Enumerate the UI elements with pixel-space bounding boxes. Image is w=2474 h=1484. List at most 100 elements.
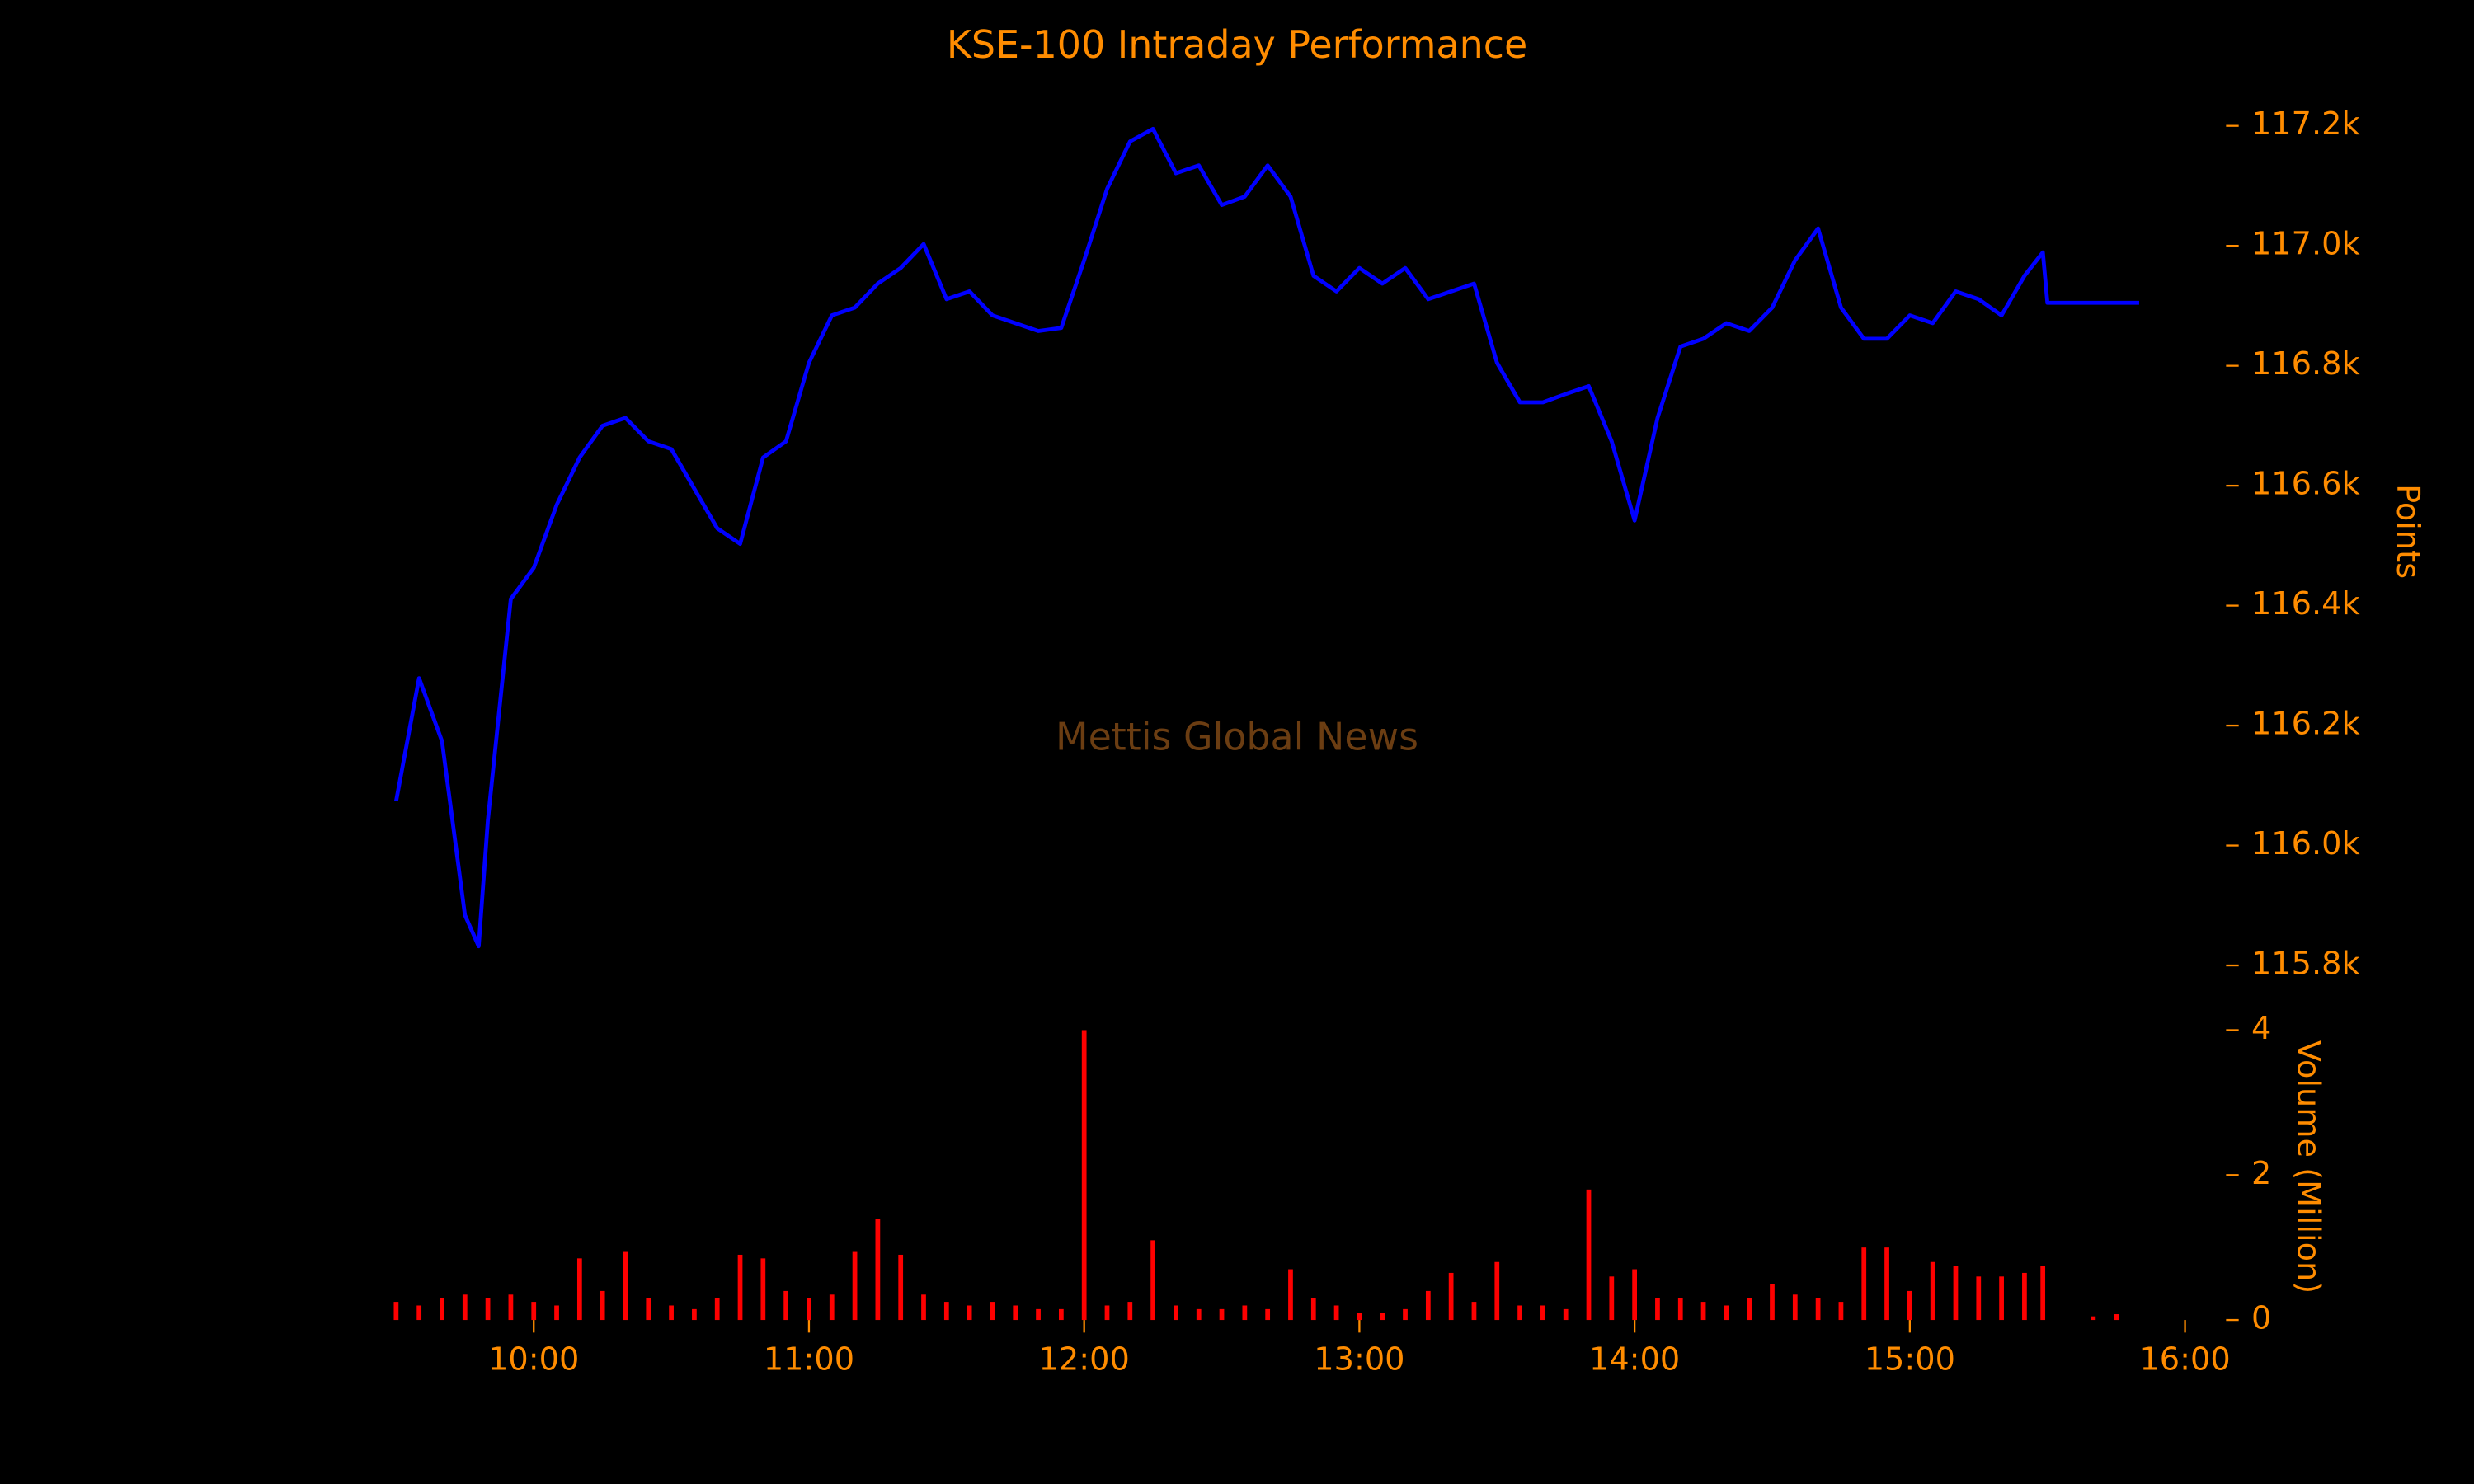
bar xyxy=(1953,1266,1959,1321)
bar xyxy=(1700,1302,1706,1321)
bar xyxy=(1058,1308,1064,1321)
bar xyxy=(898,1254,904,1321)
bar xyxy=(1150,1240,1155,1321)
x-tick-label: 13:00 xyxy=(1314,1341,1404,1378)
bar xyxy=(1655,1298,1660,1321)
y-tick-label: 116.0k xyxy=(2251,825,2361,862)
bar xyxy=(1494,1261,1500,1321)
bar xyxy=(1333,1305,1339,1321)
bar xyxy=(1288,1269,1293,1321)
bar xyxy=(1265,1308,1271,1321)
bar xyxy=(714,1298,720,1321)
bar xyxy=(1677,1298,1683,1321)
y-tick-label: 117.0k xyxy=(2251,226,2361,263)
y-tick-label: 116.6k xyxy=(2251,466,2361,503)
bar xyxy=(1999,1276,2004,1321)
y-tick-label: 2 xyxy=(2251,1155,2271,1192)
bar xyxy=(852,1251,858,1321)
bar xyxy=(692,1308,697,1321)
y-tick-label: 116.2k xyxy=(2251,706,2361,743)
bar xyxy=(1724,1305,1729,1321)
y-axis-label: Points xyxy=(2389,484,2426,579)
bar xyxy=(760,1258,766,1321)
bar xyxy=(967,1305,972,1321)
bar xyxy=(1196,1308,1202,1321)
y-tick-label: 4 xyxy=(2251,1010,2271,1047)
bar xyxy=(1174,1305,1178,1321)
bar xyxy=(1632,1269,1637,1321)
bar xyxy=(462,1294,468,1321)
y-tick-label: 117.2k xyxy=(2251,106,2361,143)
x-tick-label: 11:00 xyxy=(764,1341,854,1378)
bar xyxy=(2091,1316,2096,1321)
bar xyxy=(600,1290,605,1321)
bar xyxy=(554,1305,559,1321)
bar xyxy=(1976,1276,1982,1321)
bar xyxy=(990,1302,995,1321)
bar xyxy=(1013,1305,1018,1321)
bar xyxy=(1403,1308,1408,1321)
bar xyxy=(1747,1298,1752,1321)
line xyxy=(394,126,2139,949)
bar xyxy=(1770,1284,1775,1321)
bar xyxy=(393,1302,399,1321)
bar xyxy=(1380,1313,1385,1321)
bar xyxy=(508,1294,514,1321)
bar xyxy=(1815,1298,1821,1321)
bar xyxy=(1357,1313,1362,1321)
bar xyxy=(669,1305,674,1321)
bar xyxy=(1471,1302,1477,1321)
bar xyxy=(623,1251,628,1321)
bar xyxy=(1104,1305,1110,1321)
y-axis-label: Volume (Million) xyxy=(2289,1040,2326,1294)
y-tick-label: 0 xyxy=(2251,1300,2271,1337)
bar xyxy=(416,1305,422,1321)
bar xyxy=(1540,1305,1545,1321)
bar xyxy=(807,1298,811,1321)
x-tick-label: 14:00 xyxy=(1589,1341,1680,1378)
bar xyxy=(875,1219,881,1321)
bar xyxy=(2040,1266,2046,1321)
bar xyxy=(1242,1305,1248,1321)
bar xyxy=(921,1294,926,1321)
bar xyxy=(1586,1189,1592,1321)
y-tick-label: 116.8k xyxy=(2251,345,2361,383)
bar xyxy=(829,1294,835,1321)
bar xyxy=(2114,1314,2119,1321)
bar xyxy=(531,1302,537,1321)
bar xyxy=(1517,1305,1522,1321)
x-tick-label: 12:00 xyxy=(1039,1341,1130,1378)
bar xyxy=(783,1290,789,1321)
bar xyxy=(1563,1308,1569,1321)
bar xyxy=(485,1298,491,1321)
bar xyxy=(1907,1290,1912,1321)
bar xyxy=(1310,1298,1316,1321)
bar xyxy=(1792,1294,1798,1321)
bar xyxy=(943,1302,949,1321)
bar xyxy=(1861,1247,1867,1321)
x-tick-label: 10:00 xyxy=(488,1341,579,1378)
y-tick-label: 116.4k xyxy=(2251,585,2361,622)
bar xyxy=(1884,1247,1889,1321)
bar xyxy=(1838,1302,1844,1321)
bar xyxy=(2022,1272,2027,1321)
bar xyxy=(1036,1308,1041,1321)
watermark: Mettis Global News xyxy=(1056,715,1418,759)
bar xyxy=(1127,1302,1133,1321)
bar xyxy=(1081,1030,1087,1321)
chart-title: KSE-100 Intraday Performance xyxy=(947,22,1527,67)
bar xyxy=(440,1298,444,1321)
bar xyxy=(1425,1290,1431,1321)
x-tick-label: 15:00 xyxy=(1865,1341,1955,1378)
bar xyxy=(646,1298,651,1321)
bar xyxy=(1930,1261,1935,1321)
y-tick-label: 115.8k xyxy=(2251,946,2361,983)
bar xyxy=(737,1254,743,1321)
bar xyxy=(576,1258,582,1321)
bar xyxy=(1609,1276,1615,1321)
bar xyxy=(1219,1308,1225,1321)
bar xyxy=(1448,1272,1454,1321)
x-tick-label: 16:00 xyxy=(2139,1341,2230,1378)
